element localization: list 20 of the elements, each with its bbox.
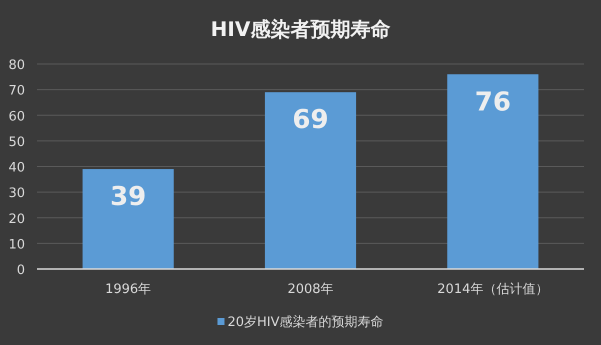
y-tick-label: 50 xyxy=(8,134,25,150)
x-tick-label: 1996年 xyxy=(105,282,152,297)
y-tick-label: 10 xyxy=(8,237,25,252)
data-label: 69 xyxy=(292,105,329,136)
y-tick-label: 30 xyxy=(8,186,25,202)
bar xyxy=(82,169,174,269)
y-tick-label: 20 xyxy=(8,212,25,227)
x-tick-label: 2014年（估计值） xyxy=(437,282,548,297)
bar xyxy=(447,74,538,269)
y-tick-label: 0 xyxy=(16,263,25,278)
chart-title: HIV感染者预期寿命 xyxy=(210,17,390,41)
y-tick-label: 60 xyxy=(8,109,25,124)
y-tick-label: 70 xyxy=(8,84,25,99)
data-label: 76 xyxy=(474,87,511,118)
legend-label: 20岁HIV感染者的预期寿命 xyxy=(227,315,384,330)
data-label: 39 xyxy=(110,182,146,212)
y-tick-label: 40 xyxy=(8,160,25,176)
x-tick-label: 2008年 xyxy=(287,282,334,297)
bar xyxy=(264,92,356,269)
y-tick-label: 80 xyxy=(8,58,25,73)
